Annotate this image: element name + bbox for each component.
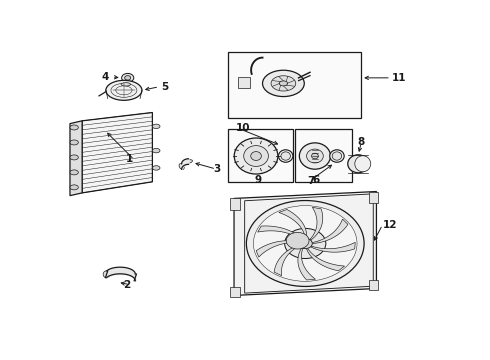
Text: 9: 9 [254,175,261,185]
Ellipse shape [152,166,160,170]
Polygon shape [313,219,348,243]
Ellipse shape [355,156,371,172]
Circle shape [253,206,357,281]
Ellipse shape [278,150,293,162]
Polygon shape [82,112,152,193]
Ellipse shape [234,138,278,174]
Ellipse shape [103,271,110,278]
Ellipse shape [299,143,330,169]
Circle shape [246,201,364,287]
Bar [369,280,378,290]
Ellipse shape [70,185,78,190]
Ellipse shape [286,233,309,249]
Ellipse shape [70,170,78,175]
Text: 11: 11 [392,73,406,83]
Polygon shape [70,121,82,195]
Ellipse shape [179,164,184,170]
Ellipse shape [251,152,261,161]
Ellipse shape [281,152,291,160]
Ellipse shape [70,125,78,130]
Text: 2: 2 [123,280,131,290]
Text: 8: 8 [358,136,365,147]
Bar [369,192,378,203]
Text: 4: 4 [101,72,109,82]
Polygon shape [258,226,301,239]
Ellipse shape [121,83,130,86]
Circle shape [124,76,131,80]
Ellipse shape [330,150,344,162]
Bar [238,77,250,87]
Ellipse shape [152,148,160,153]
Text: 5: 5 [161,82,168,92]
Bar [295,129,352,182]
Polygon shape [298,248,316,280]
Ellipse shape [184,160,193,163]
Text: 6: 6 [313,175,320,185]
Polygon shape [256,241,298,257]
Text: 1: 1 [126,154,133,164]
Ellipse shape [279,81,288,86]
Bar [228,129,293,182]
Polygon shape [311,242,355,252]
Circle shape [285,229,326,258]
Text: 3: 3 [214,164,220,174]
Ellipse shape [263,70,304,96]
Polygon shape [310,207,323,240]
Circle shape [122,73,134,82]
Text: 12: 12 [383,220,398,230]
Polygon shape [307,249,344,271]
Polygon shape [274,246,298,276]
Polygon shape [234,192,376,296]
Ellipse shape [307,149,323,163]
Ellipse shape [348,155,368,173]
Ellipse shape [332,152,342,160]
Ellipse shape [271,76,296,91]
Polygon shape [279,210,307,238]
Bar [230,198,240,210]
Ellipse shape [244,146,269,166]
Ellipse shape [312,153,318,159]
Text: 10: 10 [236,123,250,133]
Text: 7: 7 [307,176,315,186]
Ellipse shape [152,124,160,129]
Ellipse shape [70,140,78,145]
Ellipse shape [106,80,142,100]
Bar [228,51,361,118]
Circle shape [298,238,312,249]
Bar [230,287,240,297]
Ellipse shape [70,155,78,160]
